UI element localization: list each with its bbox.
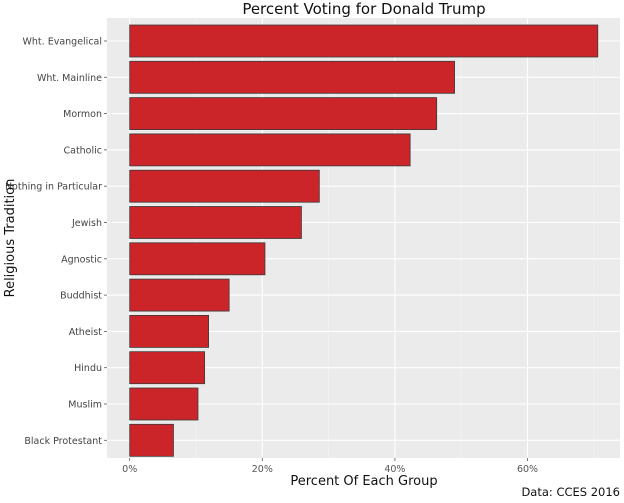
y-tick-label: Agnostic [61,254,102,265]
bar [129,242,266,276]
y-tick-label: Nothing in Particular [5,182,102,193]
y-tick-label: Buddhist [60,291,102,302]
y-tick-label: Muslim [68,400,102,411]
y-tick-label: Catholic [63,145,102,156]
y-tick-label: Wht. Mainline [37,73,102,84]
bar [129,169,320,203]
y-tick-label: Jewish [71,218,102,229]
y-tick-label: Mormon [63,109,102,120]
bar [129,387,199,421]
chart-title: Percent Voting for Donald Trump [242,0,485,18]
x-tick-label: 0% [122,464,137,475]
bar [129,206,302,239]
bar [129,60,455,94]
bar [129,97,438,130]
caption: Data: CCES 2016 [521,485,620,499]
x-tick-label: 40% [384,464,405,475]
y-axis-label: Religious Tradition [3,179,18,298]
x-tick-label: 60% [517,464,538,475]
bar [129,278,230,312]
y-tick-label: Wht. Evangelical [23,37,102,48]
bar [129,314,209,348]
y-tick-label: Hindu [74,363,102,374]
x-axis-label: Percent Of Each Group [290,474,437,489]
x-tick-label: 20% [252,464,273,475]
bar [129,133,411,167]
y-tick-label: Atheist [69,327,103,338]
bar [129,24,599,58]
bar [129,423,174,457]
bar [129,351,206,385]
y-tick-label: Black Protestant [24,436,102,447]
